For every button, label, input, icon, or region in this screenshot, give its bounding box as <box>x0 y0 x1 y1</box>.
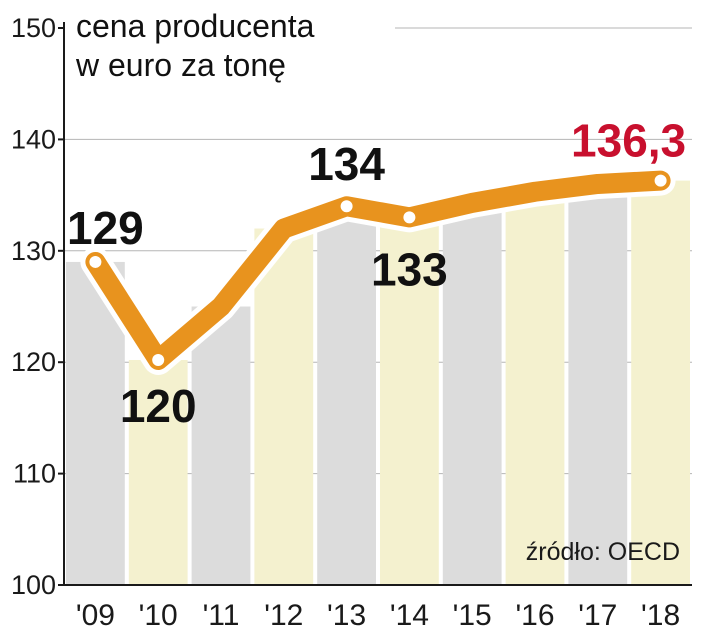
data-point-marker <box>150 351 167 368</box>
x-tick-label: '11 <box>203 599 240 632</box>
y-tick-label: 110 <box>13 459 56 489</box>
data-label-09: 129 <box>67 202 144 254</box>
data-label-14: 133 <box>371 243 448 295</box>
data-point-marker <box>401 209 418 226</box>
source-note: źródło: OECD <box>526 538 680 566</box>
x-tick-label: '17 <box>578 599 617 632</box>
year-band-9 <box>631 180 690 586</box>
axes: 100 110 120 130 140 150 '09 '10 '11 '12 '13 '14 '15 '… <box>11 13 692 632</box>
data-point-marker <box>338 198 355 215</box>
x-tick-label: '16 <box>515 599 554 632</box>
year-band-8 <box>568 183 628 585</box>
y-tick-label: 130 <box>11 236 56 266</box>
x-tick-label: '18 <box>641 599 680 632</box>
y-tick-label: 120 <box>11 347 56 377</box>
y-tick-label: 100 <box>11 570 56 600</box>
data-point-marker <box>652 172 669 189</box>
year-band-2 <box>191 306 251 585</box>
year-bands <box>66 180 690 586</box>
year-band-1 <box>128 359 188 585</box>
x-tick-label: '10 <box>139 599 178 632</box>
year-band-7 <box>505 191 565 585</box>
year-band-6 <box>442 202 502 585</box>
x-tick-label: '09 <box>76 599 115 632</box>
year-band-5 <box>380 217 439 585</box>
y-tick-label: 150 <box>11 13 56 43</box>
x-tick-label: '14 <box>390 599 429 632</box>
x-tick-label: '13 <box>327 599 366 632</box>
series-line <box>85 170 671 370</box>
year-band-4 <box>317 206 376 586</box>
data-label-10: 120 <box>120 380 197 432</box>
x-tick-label: '12 <box>264 599 303 632</box>
data-point-marker <box>87 253 104 270</box>
data-label-13: 134 <box>308 138 385 190</box>
data-labels: 129 120 134 133 136,3 <box>67 115 686 432</box>
x-tick-label: '15 <box>453 599 492 632</box>
chart-title-line-2: w euro za tonę <box>75 47 286 83</box>
data-label-18: 136,3 <box>571 115 686 167</box>
year-band-3 <box>254 228 314 585</box>
price-series <box>80 165 676 375</box>
y-tick-label: 140 <box>11 124 56 154</box>
chart-title-line-1: cena producenta <box>76 8 315 44</box>
